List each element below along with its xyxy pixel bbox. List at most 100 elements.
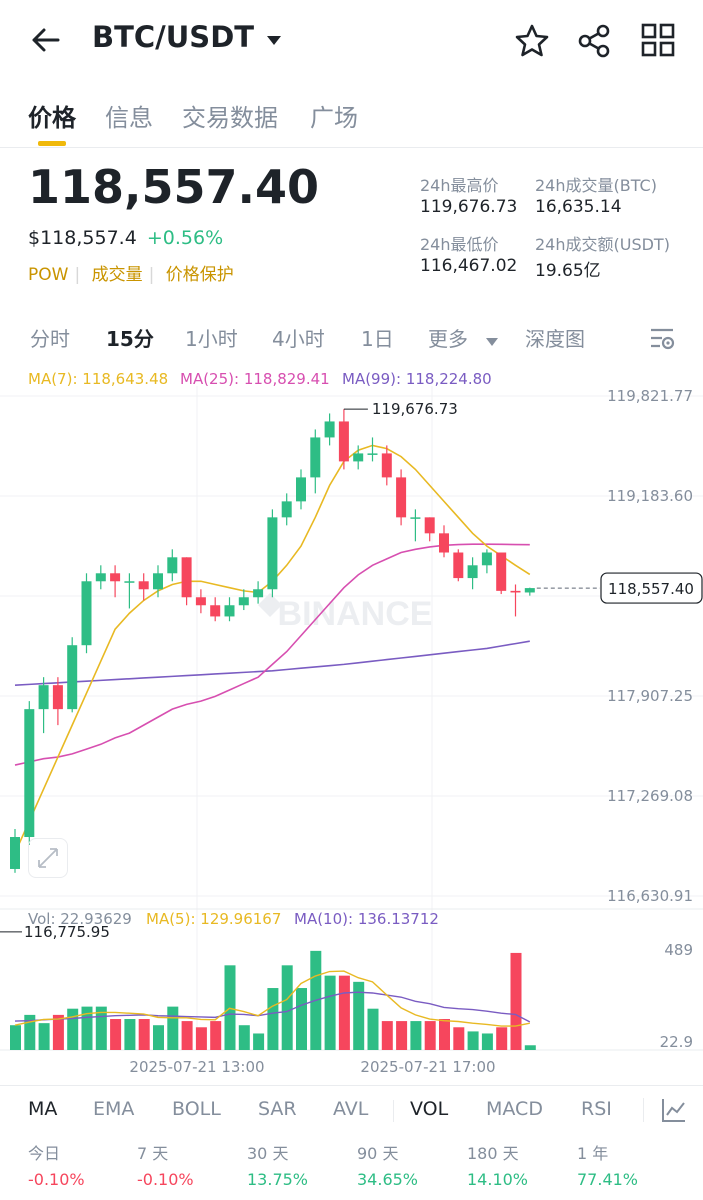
tab-price[interactable]: 价格: [28, 104, 76, 132]
ind-avl[interactable]: AVL: [333, 1098, 369, 1120]
candle-body: [81, 581, 92, 646]
volume-axis-label: 22.9: [660, 1033, 693, 1051]
candle-body: [467, 565, 478, 579]
pair-title[interactable]: BTC/USDT: [92, 20, 255, 54]
volume-bar: [267, 988, 279, 1050]
volume-bar: [238, 1025, 250, 1050]
max-price-label: 119,676.73: [372, 400, 458, 418]
volume-bar: [496, 1027, 508, 1050]
candle-body: [110, 573, 121, 582]
candle-body: [439, 533, 449, 553]
candle-body: [410, 517, 421, 519]
tf-time-share[interactable]: 分时: [30, 327, 70, 351]
candle-body: [338, 421, 349, 462]
volume-bar: [424, 1021, 436, 1050]
high-label: 24h最高价: [420, 176, 499, 195]
volume-bar: [24, 1014, 36, 1050]
volume-bar: [296, 988, 307, 1050]
ind-vol[interactable]: VOL: [410, 1098, 449, 1120]
ind-ma[interactable]: MA: [28, 1098, 58, 1120]
candle-body: [24, 709, 35, 838]
tf-1h[interactable]: 1小时: [185, 327, 238, 351]
vol-ma10-legend: MA(10): 136.13712: [294, 910, 439, 928]
tf-4h[interactable]: 4小时: [272, 327, 325, 351]
volume-bar: [181, 1021, 193, 1050]
expand-chart-icon[interactable]: [28, 838, 68, 878]
watermark-logo: [258, 593, 282, 617]
candle-body: [453, 552, 464, 579]
volume-axis-label: 489: [664, 941, 693, 959]
volume-bar: [510, 952, 522, 1050]
volume-bar: [95, 1006, 107, 1050]
tag-row: POW | 成交量 | 价格保护: [28, 265, 234, 285]
vol-btc-value: 16,635.14: [535, 197, 622, 217]
price-axis-label: 117,269.08: [607, 787, 693, 805]
price-change: +0.56%: [146, 227, 224, 249]
volume-bar: [210, 1021, 222, 1050]
candle-body: [124, 581, 135, 583]
perf-label: 1 年: [577, 1144, 609, 1163]
ind-rsi[interactable]: RSI: [581, 1098, 612, 1120]
candlestick-chart[interactable]: BINANCE 119,821.77 119,183.60 117,907.25 117…: [0, 360, 703, 1080]
tf-more[interactable]: 更多: [428, 327, 468, 351]
perf-value: 77.41%: [577, 1170, 639, 1189]
perf-value: 14.10%: [467, 1170, 529, 1189]
section-tabs: 价格 信息 交易数据 广场: [0, 88, 703, 148]
ind-macd[interactable]: MACD: [486, 1098, 543, 1120]
candle-body: [238, 597, 249, 606]
candle-body: [52, 685, 63, 710]
share-icon[interactable]: [576, 22, 614, 60]
back-arrow-icon[interactable]: [26, 22, 66, 58]
tf-depth-chart[interactable]: 深度图: [525, 327, 585, 351]
ma7-legend: MA(7): 118,643.48: [28, 370, 169, 388]
volume-bar: [410, 1021, 422, 1050]
perf-value: 34.65%: [357, 1170, 419, 1189]
tab-square[interactable]: 广场: [310, 104, 358, 132]
candle-body: [153, 573, 163, 590]
volume-bar: [153, 1025, 164, 1050]
ma99-line: [14, 640, 530, 686]
volume-bar: [281, 965, 293, 1050]
indicator-divider: [393, 1100, 394, 1122]
tag-volume[interactable]: 成交量: [91, 265, 143, 285]
tf-15m[interactable]: 15分: [106, 327, 154, 351]
dropdown-caret-icon[interactable]: [264, 32, 284, 46]
candle-body: [195, 597, 206, 606]
volume-bar: [38, 1023, 50, 1050]
watermark-text: BINANCE: [278, 595, 433, 633]
time-axis-label: 2025-07-21 17:00: [360, 1058, 495, 1076]
candle-body: [67, 645, 78, 710]
indicator-settings-icon[interactable]: [660, 1096, 688, 1124]
tag-pow[interactable]: POW: [28, 265, 69, 285]
vol-ma5-line: [14, 970, 530, 1027]
candle-body: [496, 552, 507, 591]
volume-bar: [10, 1025, 21, 1050]
tab-info[interactable]: 信息: [105, 104, 153, 132]
volume-bar: [110, 1019, 122, 1050]
last-price: 118,557.40: [28, 160, 320, 214]
perf-today: 今日 -0.10%: [28, 1140, 85, 1189]
volume-bar: [167, 1006, 179, 1050]
usd-price-row: $118,557.4 +0.56%: [28, 227, 223, 249]
perf-1y: 1 年 77.41%: [577, 1140, 638, 1189]
tab-trading-data[interactable]: 交易数据: [182, 104, 278, 132]
price-axis-label: 119,183.60: [607, 487, 693, 505]
volume-bar: [52, 1014, 64, 1050]
ind-sar[interactable]: SAR: [258, 1098, 297, 1120]
perf-value: -0.10%: [137, 1170, 194, 1189]
candle-body: [224, 605, 235, 617]
ind-boll[interactable]: BOLL: [172, 1098, 221, 1120]
volume-bar: [381, 1021, 393, 1050]
tag-price-protection[interactable]: 价格保护: [165, 265, 234, 285]
volume-bar: [195, 1027, 207, 1050]
ind-ema[interactable]: EMA: [93, 1098, 135, 1120]
star-icon[interactable]: [513, 22, 551, 60]
more-caret-icon[interactable]: [485, 332, 499, 346]
chart-settings-icon[interactable]: [648, 324, 676, 352]
perf-label: 90 天: [357, 1144, 399, 1163]
volume-bar: [396, 1021, 408, 1050]
tf-1d[interactable]: 1日: [361, 327, 394, 351]
timeframe-bar: 分时 15分 1小时 4小时 1日 更多 深度图: [0, 318, 703, 358]
perf-label: 30 天: [247, 1144, 289, 1163]
grid-icon[interactable]: [640, 22, 676, 58]
